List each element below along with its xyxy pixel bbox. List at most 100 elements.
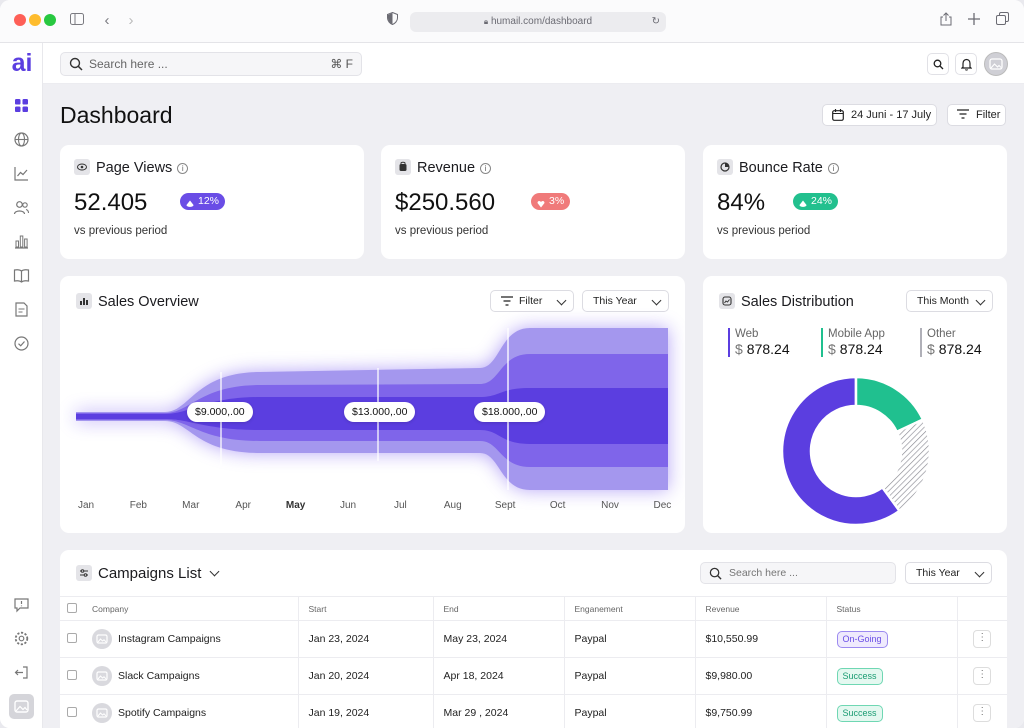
donut-slice-other[interactable]: [880, 417, 932, 513]
sidebar-toggle-icon[interactable]: [68, 12, 86, 30]
section-title: Campaigns List: [98, 565, 202, 582]
stat-change: 12%: [198, 195, 220, 207]
filter-button[interactable]: Filter: [947, 104, 1006, 126]
legend-amount: 878.24: [746, 341, 790, 357]
select-all-checkbox[interactable]: [67, 602, 77, 613]
row-checkbox[interactable]: [67, 706, 77, 717]
search-input[interactable]: [89, 56, 319, 72]
legend-currency: $: [927, 341, 935, 357]
x-axis-tick-label: Apr: [235, 500, 251, 511]
globe-icon[interactable]: [13, 131, 30, 148]
share-icon[interactable]: [937, 12, 955, 30]
sales-filter-button[interactable]: Filter: [490, 290, 574, 312]
legend-other: Other $878.24: [920, 328, 982, 357]
status-badge: On-Going: [836, 630, 888, 648]
user-avatar[interactable]: [9, 694, 34, 719]
zoom-window-button[interactable]: [44, 14, 56, 26]
x-axis-tick-label: Oct: [549, 500, 566, 511]
revenue: $10,550.99: [694, 620, 826, 658]
logout-icon[interactable]: [13, 664, 30, 681]
minimize-window-button[interactable]: [29, 14, 41, 26]
bar-chart-icon[interactable]: [13, 233, 30, 250]
more-actions-icon[interactable]: ⋮: [973, 704, 992, 722]
company-avatar-icon: [92, 629, 112, 649]
company-avatar-icon: [92, 703, 112, 723]
donut-slice-web[interactable]: [780, 375, 902, 527]
column-header[interactable]: Revenue: [694, 596, 826, 621]
campaign-search[interactable]: [700, 562, 896, 584]
column-header[interactable]: Status: [825, 596, 957, 621]
engagement: Paypal: [563, 694, 695, 728]
column-header[interactable]: Enganement: [563, 596, 695, 621]
distribution-period-select[interactable]: This Month: [906, 290, 993, 312]
sales-period-select[interactable]: This Year: [582, 290, 669, 312]
global-search[interactable]: ⌘ F: [60, 52, 362, 76]
search-button[interactable]: [927, 53, 949, 75]
filter-icon: [957, 109, 969, 119]
row-checkbox[interactable]: [67, 669, 77, 680]
actions-cell: ⋮: [956, 620, 1007, 658]
campaign-period-select[interactable]: This Year: [905, 562, 992, 584]
stat-subtitle: vs previous period: [74, 225, 168, 237]
notifications-button[interactable]: [955, 53, 977, 75]
sales-overview-card: Sales Overview Filter This Year $9.: [60, 276, 685, 533]
x-axis-tick-label: Jun: [339, 500, 357, 511]
select-all-cell: [60, 596, 82, 621]
company-cell: Instagram Campaigns: [82, 620, 298, 658]
stat-card-revenue: Revenue i $250.560 3% vs previous period: [381, 145, 685, 259]
end-date: May 23, 2024: [432, 620, 564, 658]
reload-icon[interactable]: ↻: [651, 16, 660, 27]
info-icon[interactable]: i: [177, 163, 189, 174]
table-row[interactable]: Slack Campaigns Jan 20, 2024 Apr 18, 2024 P…: [60, 657, 1007, 695]
campaign-search-input[interactable]: [729, 566, 879, 580]
actions-header: [956, 596, 1007, 621]
line-chart-icon[interactable]: [13, 165, 30, 182]
end-date: Mar 29 , 2024: [432, 694, 564, 728]
chevron-down-icon[interactable]: [209, 566, 220, 577]
x-axis-tick-label: Jul: [393, 500, 407, 511]
tab-overview-icon[interactable]: [993, 12, 1011, 30]
start-date: Jan 19, 2024: [297, 694, 433, 728]
profile-avatar[interactable]: [984, 52, 1008, 76]
end-date: Apr 18, 2024: [432, 657, 564, 695]
forward-icon[interactable]: ›: [128, 12, 134, 29]
users-icon[interactable]: [13, 199, 30, 216]
check-circle-icon[interactable]: [13, 335, 30, 352]
new-tab-icon[interactable]: [965, 12, 983, 30]
row-checkbox[interactable]: [67, 632, 77, 643]
app-logo[interactable]: ai: [11, 49, 33, 77]
search-shortcut: ⌘ F: [330, 57, 353, 71]
feedback-icon[interactable]: [13, 596, 30, 613]
more-actions-icon[interactable]: ⋮: [973, 630, 992, 648]
x-axis-tick-label: Aug: [443, 500, 462, 511]
close-window-button[interactable]: [14, 14, 26, 26]
info-icon[interactable]: i: [480, 163, 492, 174]
legend-currency: $: [735, 341, 743, 357]
more-actions-icon[interactable]: ⋮: [973, 667, 992, 685]
sliders-icon: [76, 565, 92, 581]
document-icon[interactable]: [13, 301, 30, 318]
row-select-cell: [60, 620, 82, 658]
status-badge: Success: [836, 704, 883, 722]
stat-value: 52.405: [74, 189, 148, 216]
table-row[interactable]: Instagram Campaigns Jan 23, 2024 May 23, 2…: [60, 620, 1007, 658]
settings-gear-icon[interactable]: [13, 630, 30, 647]
table-row[interactable]: Spotify Campaigns Jan 19, 2024 Mar 29 , 20…: [60, 694, 1007, 728]
dashboard-icon[interactable]: [13, 97, 30, 114]
company-avatar-icon: [92, 666, 112, 686]
column-header[interactable]: Company: [82, 596, 298, 621]
column-header[interactable]: End: [432, 596, 564, 621]
stat-change: 24%: [811, 195, 833, 207]
back-icon[interactable]: ‹: [104, 12, 110, 29]
date-range-button[interactable]: 24 Juni - 17 July: [822, 104, 937, 126]
address-bar[interactable]: 🔒︎ humail.com/dashboard ↻: [410, 12, 666, 32]
sales-distribution-card: Sales Distribution This Month Web $878.24…: [703, 276, 1007, 533]
x-axis-tick-label: Jan: [77, 500, 95, 511]
company-cell: Slack Campaigns: [82, 657, 298, 695]
company-name: Instagram Campaigns: [118, 632, 221, 645]
info-icon[interactable]: i: [827, 163, 839, 174]
filter-label: Filter: [976, 109, 1001, 121]
column-header[interactable]: Start: [297, 596, 433, 621]
book-icon[interactable]: [13, 267, 30, 284]
actions-cell: ⋮: [956, 657, 1007, 695]
